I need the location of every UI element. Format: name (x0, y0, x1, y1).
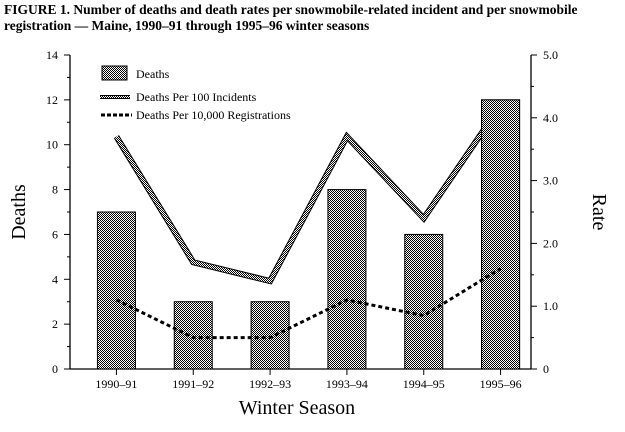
left-tick-label: 8 (52, 183, 58, 197)
x-tick-label: 1995–96 (480, 377, 522, 391)
x-tick-label: 1992–93 (249, 377, 291, 391)
bar-deaths (96, 211, 136, 370)
legend-label-deaths: Deaths (136, 67, 170, 81)
chart-title: FIGURE 1. Number of deaths and death rat… (4, 2, 578, 33)
x-tick-label: 1993–94 (326, 377, 368, 391)
right-tick-label: 1.0 (543, 299, 558, 313)
bar-deaths (481, 99, 521, 370)
left-tick-label: 0 (52, 362, 58, 376)
bar-deaths (250, 301, 290, 370)
legend-label-incidents: Deaths Per 100 Incidents (136, 90, 257, 104)
left-tick-label: 4 (52, 272, 58, 286)
x-axis-label: Winter Season (239, 397, 355, 419)
bar-deaths (173, 301, 213, 370)
right-tick-label: 0 (543, 362, 549, 376)
left-tick-label: 10 (46, 138, 58, 152)
left-tick-label: 14 (46, 48, 58, 62)
legend-swatch-deaths (101, 65, 128, 81)
legend-label-registrations: Deaths Per 10,000 Registrations (136, 108, 291, 122)
x-tick-label: 1994–95 (403, 377, 445, 391)
right-tick-label: 5.0 (543, 48, 558, 62)
right-tick-label: 4.0 (543, 111, 558, 125)
line-deaths-per-100-incidents-fill (114, 104, 503, 284)
left-tick-label: 2 (52, 317, 58, 331)
line-deaths-per-10000-registrations (115, 267, 502, 340)
right-tick-label: 3.0 (543, 174, 558, 188)
bar-deaths (327, 189, 367, 370)
left-tick-label: 12 (46, 93, 58, 107)
y-axis-label-right: Rate (588, 194, 610, 231)
x-tick-label: 1990–91 (95, 377, 137, 391)
right-tick-label: 2.0 (543, 236, 558, 250)
left-tick-label: 6 (52, 227, 58, 241)
bar-deaths (404, 233, 444, 370)
y-axis-label-left: Deaths (8, 184, 30, 240)
x-tick-label: 1991–92 (172, 377, 214, 391)
